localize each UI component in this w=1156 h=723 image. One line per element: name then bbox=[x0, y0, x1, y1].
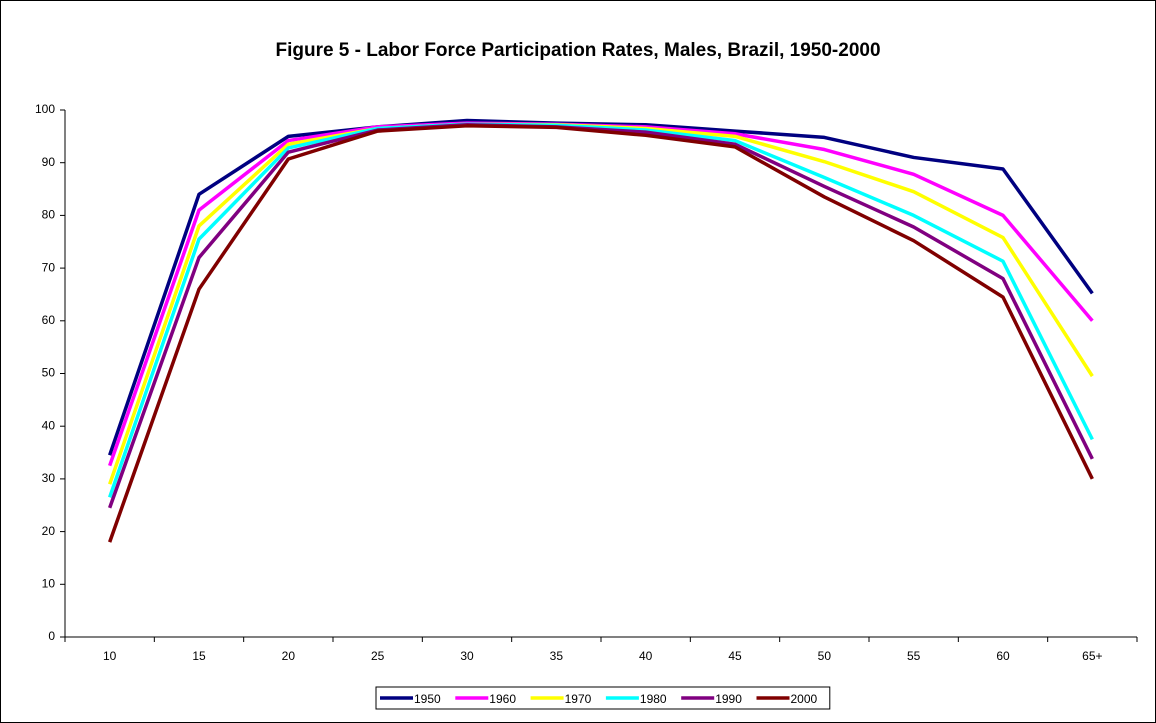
x-tick-label: 45 bbox=[728, 649, 742, 663]
y-tick-label: 10 bbox=[42, 576, 56, 590]
y-tick-label: 60 bbox=[42, 313, 56, 327]
series-line bbox=[108, 124, 1094, 543]
x-tick-label: 65+ bbox=[1082, 649, 1102, 663]
legend-box bbox=[375, 686, 831, 710]
legend-label: 1990 bbox=[715, 692, 742, 706]
y-tick-label: 50 bbox=[42, 366, 56, 380]
legend-label: 1970 bbox=[565, 692, 592, 706]
legend-label: 1950 bbox=[414, 692, 441, 706]
legend-label: 1960 bbox=[489, 692, 516, 706]
y-tick-label: 40 bbox=[42, 418, 56, 432]
y-tick-label: 20 bbox=[42, 524, 56, 538]
x-tick-label: 35 bbox=[550, 649, 564, 663]
legend-label: 1980 bbox=[640, 692, 667, 706]
x-tick-label: 55 bbox=[907, 649, 921, 663]
x-tick-label: 60 bbox=[996, 649, 1010, 663]
y-tick-label: 30 bbox=[42, 471, 56, 485]
series-line bbox=[108, 122, 1094, 498]
x-tick-label: 15 bbox=[192, 649, 206, 663]
x-tick-label: 10 bbox=[103, 649, 117, 663]
y-tick-label: 100 bbox=[35, 102, 55, 116]
x-tick-label: 50 bbox=[818, 649, 832, 663]
x-tick-label: 30 bbox=[460, 649, 474, 663]
y-tick-label: 80 bbox=[42, 208, 56, 222]
chart-title: Figure 5 - Labor Force Participation Rat… bbox=[275, 40, 880, 61]
x-tick-label: 20 bbox=[282, 649, 296, 663]
legend-label: 2000 bbox=[791, 692, 818, 706]
x-tick-label: 40 bbox=[639, 649, 653, 663]
y-tick-label: 70 bbox=[42, 260, 56, 274]
x-tick-label: 25 bbox=[371, 649, 385, 663]
series-line bbox=[108, 123, 1094, 509]
y-tick-label: 90 bbox=[42, 155, 56, 169]
y-tick-label: 0 bbox=[48, 629, 55, 643]
